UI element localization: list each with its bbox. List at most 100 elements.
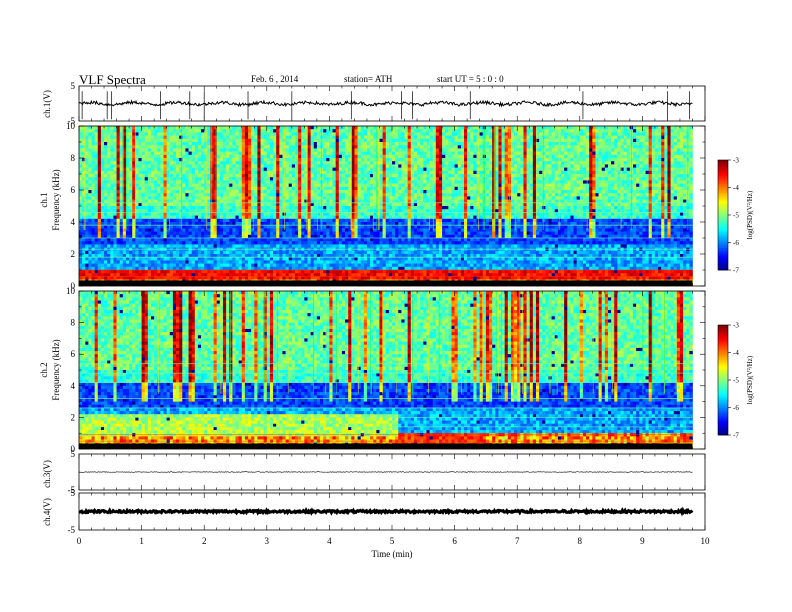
psd-cell [320,164,323,168]
psd-cell [336,177,339,181]
psd-cell [373,145,376,149]
psd-cell [408,164,411,168]
psd-cell [242,184,245,188]
psd-cell [473,126,476,130]
psd-cell [520,177,523,181]
psd-cell [307,190,310,194]
psd-cell [502,190,505,194]
psd-cell [405,174,408,178]
psd-cell [289,177,292,181]
psd-cell [173,126,176,130]
psd-cell [176,177,179,181]
psd-cell [677,187,680,191]
psd-cell [239,129,242,133]
psd-cell [307,142,310,146]
psd-cell [649,142,652,146]
psd-cell [433,193,436,197]
psd-cell [261,126,264,130]
psd-cell [389,136,392,140]
psd-cell [545,196,548,200]
psd-cell [270,164,273,168]
psd-cell [552,168,555,172]
psd-cell [636,187,639,191]
psd-cell [220,187,223,191]
psd-cell [627,203,630,207]
psd-cell [555,132,558,136]
psd-cell [448,168,451,172]
psd-cell [561,161,564,165]
psd-cell [530,158,533,162]
psd-cell [107,148,110,152]
psd-cell [674,190,677,194]
psd-cell [189,145,192,149]
ch1-spectrogram-cells [79,126,693,286]
psd-cell [605,148,608,152]
psd-cell [164,184,167,188]
psd-cell [664,132,667,136]
psd-cell [311,132,314,136]
psd-cell [549,177,552,181]
psd-cell [464,145,467,149]
psd-cell [617,148,620,152]
psd-cell [533,168,536,172]
psd-cell [527,142,530,146]
psd-cell [307,139,310,143]
psd-cell [204,161,207,165]
psd-cell [461,168,464,172]
psd-cell [107,132,110,136]
psd-cell [627,148,630,152]
psd-cell [523,203,526,207]
psd-cell [145,132,148,136]
psd-cell [627,136,630,140]
psd-cell [189,180,192,184]
psd-cell [339,148,342,152]
psd-cell [220,129,223,133]
psd-cell [592,180,595,184]
psd-cell [195,174,198,178]
psd-cell [117,161,120,165]
psd-cell [326,152,329,156]
psd-cell [642,184,645,188]
psd-cell [595,184,598,188]
psd-cell [151,145,154,149]
psd-cell [467,132,470,136]
psd-cell [530,196,533,200]
psd-cell [342,161,345,165]
psd-cell [342,190,345,194]
psd-cell [179,171,182,175]
psd-cell [595,145,598,149]
psd-cell [154,148,157,152]
psd-cell [530,152,533,156]
psd-cell [223,174,226,178]
psd-cell [470,142,473,146]
psd-cell [229,145,232,149]
psd-cell [182,145,185,149]
psd-cell [88,180,91,184]
psd-cell [401,193,404,197]
psd-cell [586,142,589,146]
psd-cell [545,161,548,165]
psd-cell [677,155,680,159]
psd-cell [574,164,577,168]
psd-cell [329,168,332,172]
psd-cell [154,155,157,159]
psd-cell [567,180,570,184]
psd-cell [433,136,436,140]
psd-cell [689,139,692,143]
psd-cell [307,174,310,178]
psd-cell [176,174,179,178]
psd-cell [226,196,229,200]
psd-cell [605,164,608,168]
psd-cell [120,174,123,178]
psd-cell [671,158,674,162]
psd-cell [574,203,577,207]
psd-cell [580,184,583,188]
psd-cell [395,187,398,191]
psd-cell [248,174,251,178]
psd-cell [386,136,389,140]
psd-cell [245,132,248,136]
psd-cell [464,184,467,188]
psd-cell [358,158,361,162]
psd-cell [164,174,167,178]
psd-cell [636,180,639,184]
